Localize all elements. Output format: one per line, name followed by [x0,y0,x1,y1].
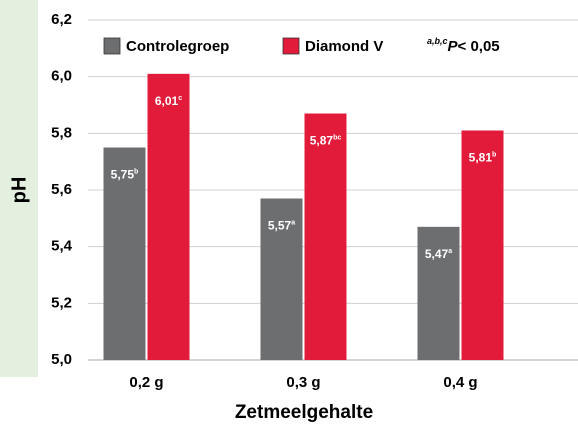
annotation-text: < 0,05 [458,38,500,55]
y-tick-label: 5,6 [51,181,72,198]
legend-label: Controlegroep [126,38,229,55]
y-tick-label: 6,0 [51,68,72,85]
value-label-letter: b [492,151,496,158]
y-tick-label: 5,0 [51,351,72,368]
value-label: 6,01c [155,94,182,108]
y-tick-label: 6,2 [51,11,72,28]
value-label-number: 5,47 [425,247,449,261]
value-label: 5,47a [425,247,452,261]
value-label-letter: c [178,95,182,102]
y-tick-label: 5,8 [51,124,72,141]
x-tick-label: 0,4 g [443,374,477,391]
annotation-superscript: a,b,c [427,36,448,46]
value-label-number: 5,81 [469,151,493,165]
value-label: 5,81b [469,151,497,165]
value-label-letter: b [134,168,138,175]
axis-band [0,0,38,377]
value-label: 5,57a [268,219,295,233]
bar [260,198,303,360]
value-label-number: 5,57 [268,219,292,233]
value-label-letter: a [291,219,295,226]
y-tick-label: 5,4 [51,238,73,255]
value-label: 5,87bc [310,134,342,148]
bar [103,147,146,360]
value-label-number: 6,01 [155,94,179,108]
value-label-letter: a [448,248,452,255]
legend-swatch [103,37,121,55]
legend-swatch [282,37,300,55]
value-label: 5,75b [111,168,139,182]
x-tick-label: 0,2 g [129,374,163,391]
bar [417,226,460,360]
x-axis-label: Zetmeelgehalte [235,402,373,423]
bar [147,73,190,360]
value-label-number: 5,87 [310,134,334,148]
y-axis-label: pH [8,177,30,204]
bar [461,130,504,360]
value-label-letter: bc [333,134,341,141]
x-tick-label: 0,3 g [286,374,320,391]
annotation-symbol: P [448,38,459,55]
legend-label: Diamond V [305,38,383,55]
annotation: a,b,cP< 0,05 [427,36,500,55]
y-tick-label: 5,2 [51,294,72,311]
bar [304,113,347,360]
value-label-number: 5,75 [111,168,135,182]
